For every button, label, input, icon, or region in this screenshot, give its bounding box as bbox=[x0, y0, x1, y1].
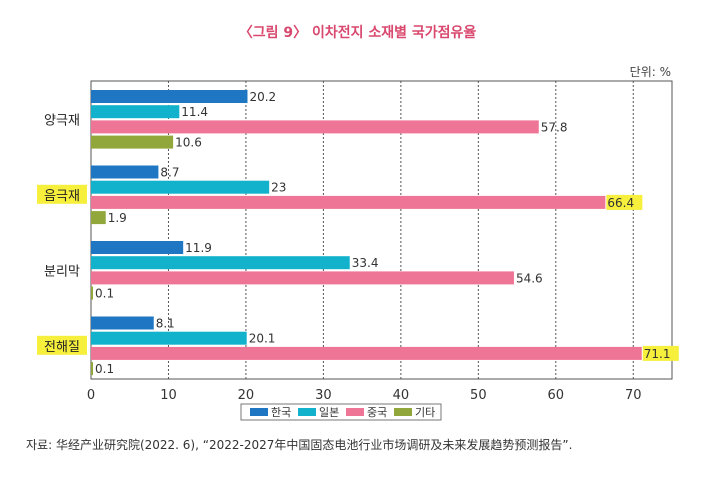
legend-swatch-1 bbox=[298, 408, 316, 416]
legend-label-3: 기타 bbox=[415, 406, 435, 419]
data-label-0-2: 57.8 bbox=[541, 120, 568, 134]
bar-0-1 bbox=[91, 105, 180, 119]
data-label-1-3: 1.9 bbox=[108, 211, 127, 225]
legend-label-0: 한국 bbox=[271, 406, 291, 419]
bar-2-0 bbox=[91, 241, 184, 254]
legend-label-2: 중국 bbox=[367, 406, 387, 419]
bar-2-1 bbox=[91, 256, 350, 270]
legend-swatch-3 bbox=[394, 408, 412, 416]
x-tick-label-30: 30 bbox=[315, 388, 332, 403]
legend-swatch-0 bbox=[250, 408, 268, 416]
data-label-2-2: 54.6 bbox=[516, 271, 543, 285]
data-label-2-0: 11.9 bbox=[185, 241, 212, 255]
data-label-0-1: 11.4 bbox=[181, 105, 208, 119]
bar-0-3 bbox=[91, 135, 174, 149]
x-tick-label-20: 20 bbox=[238, 388, 255, 403]
bar-0-0 bbox=[91, 90, 248, 103]
x-tick-label-10: 10 bbox=[160, 388, 177, 403]
x-tick-label-0: 0 bbox=[87, 388, 95, 403]
data-label-2-1: 33.4 bbox=[352, 256, 379, 270]
bar-chart: 0 10 20 30 40 50 60 70 양극재 20.2 11.4 57.8 10.6 음극재 8.7… bbox=[37, 80, 679, 421]
bar-1-1 bbox=[91, 180, 270, 194]
x-tick-label-50: 50 bbox=[470, 388, 487, 403]
category-label-1: 음극재 bbox=[44, 189, 80, 204]
legend-label-1: 일본 bbox=[319, 405, 339, 419]
data-label-2-3: 0.1 bbox=[95, 287, 114, 301]
bar-1-3 bbox=[91, 211, 106, 225]
bar-3-2 bbox=[91, 346, 642, 360]
category-label-2: 분리막 bbox=[44, 264, 80, 279]
data-label-3-0: 8.1 bbox=[156, 317, 175, 331]
unit-label: 단위: % bbox=[629, 65, 671, 79]
x-tick-label-70: 70 bbox=[625, 388, 642, 403]
data-label-3-2: 71.1 bbox=[644, 347, 671, 361]
bar-2-3 bbox=[91, 286, 93, 300]
legend-swatch-2 bbox=[346, 408, 364, 416]
data-label-1-1: 23 bbox=[271, 181, 286, 195]
bar-1-2 bbox=[91, 195, 606, 209]
data-label-1-0: 8.7 bbox=[160, 166, 179, 180]
legend-box bbox=[240, 403, 442, 421]
bar-1-0 bbox=[91, 165, 159, 179]
chart-title: 〈그림 9〉 이차전지 소재별 국가점유율 bbox=[238, 25, 477, 41]
x-tick-label-40: 40 bbox=[393, 388, 410, 403]
data-label-0-0: 20.2 bbox=[249, 90, 276, 104]
data-label-3-3: 0.1 bbox=[95, 362, 114, 376]
source-note: 자료: 华经产业研究院(2022. 6), “2022-2027年中国固态电池行… bbox=[26, 438, 573, 452]
bar-3-3 bbox=[91, 362, 93, 376]
x-tick-label-60: 60 bbox=[548, 388, 565, 403]
bar-3-0 bbox=[91, 316, 154, 330]
bar-3-1 bbox=[91, 331, 247, 345]
category-label-3: 전해질 bbox=[44, 340, 80, 355]
data-label-3-1: 20.1 bbox=[249, 332, 276, 346]
data-label-1-2: 66.4 bbox=[607, 196, 634, 210]
bar-2-2 bbox=[91, 271, 514, 285]
value-highlight-1-2 bbox=[606, 194, 643, 210]
plot-frame bbox=[90, 80, 673, 380]
data-label-0-3: 10.6 bbox=[175, 136, 202, 150]
category-highlight-3 bbox=[37, 335, 87, 355]
category-highlight-1 bbox=[37, 184, 87, 204]
category-label-0: 양극재 bbox=[44, 113, 80, 128]
value-highlight-3-2 bbox=[642, 345, 679, 361]
bar-0-2 bbox=[91, 120, 539, 134]
